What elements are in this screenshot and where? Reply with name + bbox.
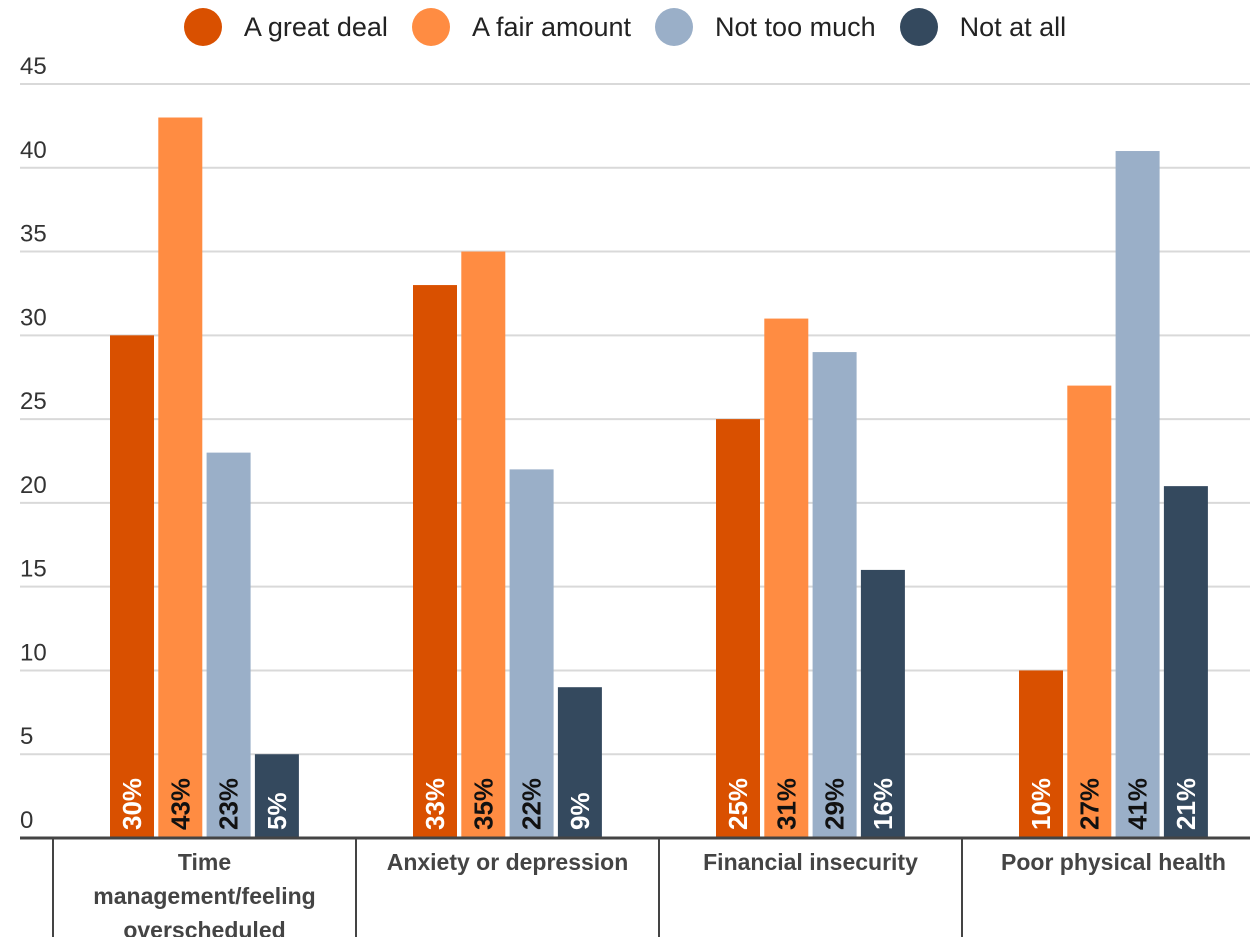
data-label: 41% [1123, 778, 1153, 830]
y-tick-label: 0 [20, 807, 33, 834]
legend-swatch-a-great-deal [183, 8, 222, 46]
x-tick-label: Poor physical health [1001, 849, 1226, 875]
y-tick-label: 5 [20, 723, 33, 750]
data-label: 27% [1074, 778, 1104, 830]
data-label: 30% [117, 778, 147, 830]
data-label: 31% [771, 778, 801, 830]
y-tick-label: 20 [20, 472, 47, 499]
data-label: 35% [468, 778, 498, 830]
legend-item-a-great-deal: A great deal [183, 8, 388, 46]
legend-item-not-at-all: Not at all [899, 8, 1067, 46]
y-tick-label: 25 [20, 388, 47, 415]
x-tick-label: Financial insecurity [703, 849, 918, 875]
bar [1115, 151, 1160, 838]
y-tick-label: 30 [20, 304, 47, 331]
legend-label: Not at all [959, 11, 1067, 42]
x-tick-label: overscheduled [123, 917, 285, 937]
legend-label: A great deal [243, 11, 388, 42]
bar [1163, 486, 1208, 838]
bar [716, 419, 760, 838]
legend-label: A fair amount [471, 11, 632, 42]
data-label: 16% [868, 778, 898, 830]
bar [764, 318, 809, 839]
data-label: 22% [517, 778, 547, 830]
y-tick-label: 15 [20, 556, 47, 583]
x-tick-label: management/feeling [93, 883, 315, 909]
data-label: 33% [420, 778, 450, 830]
data-label: 5% [262, 792, 292, 830]
bar [461, 251, 506, 839]
y-tick-label: 35 [20, 221, 47, 248]
legend-item-not-too-much: Not too much [655, 8, 876, 46]
data-label: 10% [1026, 778, 1056, 830]
data-label: 23% [214, 778, 244, 830]
legend: A great deal A fair amount Not too much … [0, 7, 1250, 47]
y-tick-label: 45 [20, 53, 47, 80]
y-tick-label: 10 [20, 639, 47, 666]
bar [254, 754, 299, 838]
y-tick-label: 40 [20, 137, 47, 164]
bar [110, 335, 154, 838]
bar [413, 285, 457, 839]
data-label: 21% [1171, 778, 1201, 830]
x-tick-label: Anxiety or depression [387, 849, 629, 875]
bar [557, 687, 602, 838]
legend-swatch-not-at-all [899, 8, 938, 46]
data-label: 43% [165, 778, 195, 830]
legend-item-a-fair-amount: A fair amount [411, 8, 632, 46]
bar [206, 452, 251, 838]
legend-label: Not too much [715, 11, 876, 42]
legend-swatch-not-too-much [655, 8, 694, 46]
data-label: 9% [565, 792, 595, 830]
x-tick-label: Time [178, 849, 231, 875]
bar [860, 569, 905, 838]
bar [812, 352, 857, 838]
bar [509, 469, 554, 838]
data-label: 29% [820, 778, 850, 830]
data-label: 25% [723, 778, 753, 830]
bar [158, 117, 203, 838]
bar [1067, 385, 1112, 838]
bar [1019, 670, 1063, 838]
legend-swatch-a-fair-amount [411, 8, 450, 46]
